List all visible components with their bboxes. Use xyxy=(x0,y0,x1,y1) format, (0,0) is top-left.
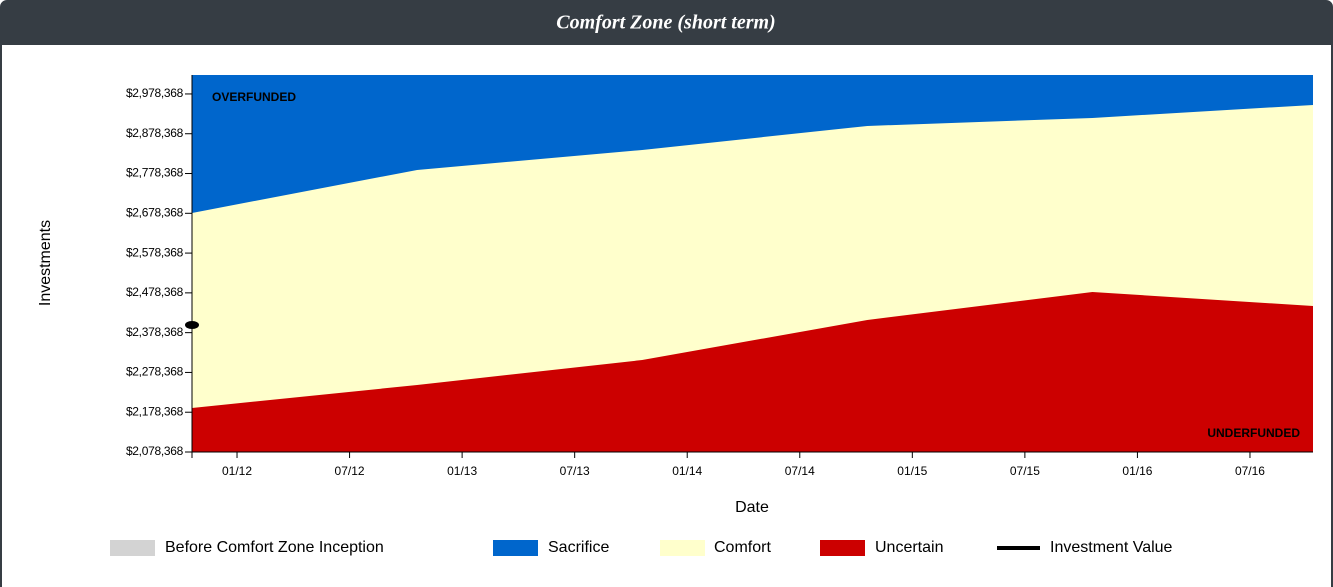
area xyxy=(192,291,1313,452)
x-tick-label: 07/15 xyxy=(1010,464,1040,478)
chart-title: Comfort Zone (short term) xyxy=(556,12,775,34)
legend-swatch xyxy=(493,540,538,556)
annotation: OVERFUNDED xyxy=(212,90,296,104)
legend-swatch xyxy=(660,540,705,556)
y-tick-label: $2,878,368 xyxy=(126,126,184,140)
x-tick-label: 01/16 xyxy=(1122,464,1152,478)
legend-label: Before Comfort Zone Inception xyxy=(165,539,384,556)
x-tick-label: 01/13 xyxy=(447,464,477,478)
legend-label: Comfort xyxy=(714,539,771,556)
legend-label: Sacrifice xyxy=(548,539,609,556)
y-axis-label: Investments xyxy=(37,220,54,306)
x-tick-label: 01/12 xyxy=(222,464,252,478)
legend-swatch xyxy=(820,540,865,556)
x-tick-label: 01/15 xyxy=(897,464,927,478)
x-tick-label: 07/14 xyxy=(785,464,815,478)
y-tick-label: $2,178,368 xyxy=(126,404,184,418)
x-tick-label: 07/12 xyxy=(335,464,365,478)
x-tick-label: 07/13 xyxy=(560,464,590,478)
x-axis-label: Date xyxy=(735,499,769,516)
y-tick-label: $2,778,368 xyxy=(126,166,184,180)
x-tick-label: 07/16 xyxy=(1235,464,1265,478)
legend-label: Uncertain xyxy=(875,539,943,556)
legend-label: Investment Value xyxy=(1050,539,1173,556)
y-tick-label: $2,078,368 xyxy=(126,444,184,458)
legend-swatch xyxy=(110,540,155,556)
y-tick-label: $2,678,368 xyxy=(126,205,184,219)
y-tick-label: $2,278,368 xyxy=(126,365,184,379)
y-tick-label: $2,478,368 xyxy=(126,285,184,299)
y-tick-label: $2,978,368 xyxy=(126,86,184,100)
x-tick-label: 01/14 xyxy=(672,464,702,478)
y-tick-label: $2,578,368 xyxy=(126,245,184,259)
y-tick-label: $2,378,368 xyxy=(126,325,184,339)
annotation: UNDERFUNDED xyxy=(1207,426,1300,440)
panel-header xyxy=(1,1,1332,45)
